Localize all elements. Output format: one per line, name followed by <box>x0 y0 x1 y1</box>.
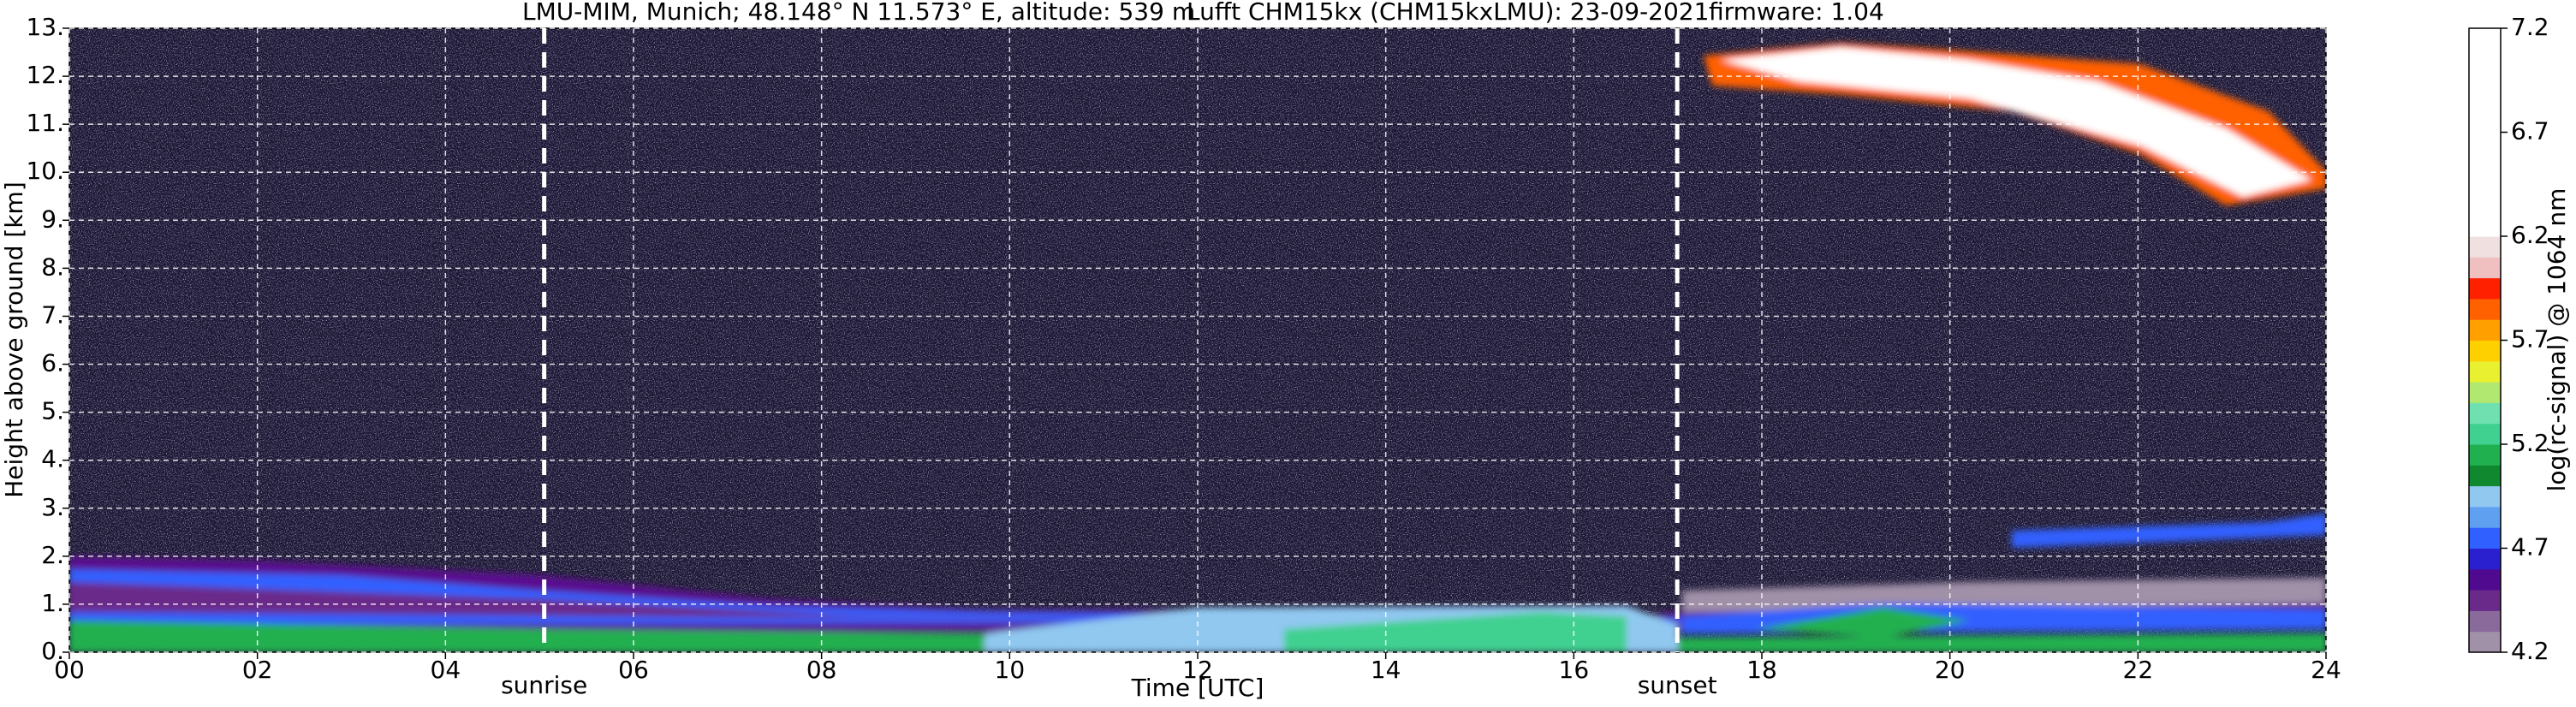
y-tick-label: 0. <box>41 637 64 665</box>
event-label: sunset <box>1638 671 1717 699</box>
x-tick-label: 08 <box>806 656 837 684</box>
x-tick-label: 10 <box>995 656 1026 684</box>
colorbar-segment <box>2469 506 2501 528</box>
colorbar-segment <box>2469 568 2501 591</box>
x-tick-label: 00 <box>54 656 85 684</box>
colorbar-segment <box>2469 132 2501 154</box>
x-tick-label: 02 <box>242 656 273 684</box>
colorbar-segment <box>2469 174 2501 195</box>
x-axis-label: Time [UTC] <box>1131 674 1264 702</box>
colorbar-segment <box>2469 590 2501 611</box>
y-tick-label: 11. <box>26 109 64 137</box>
x-tick-label: 14 <box>1371 656 1401 684</box>
x-tick-label: 20 <box>1935 656 1966 684</box>
event-label: sunrise <box>501 671 587 699</box>
colorbar-tick-label: 4.2 <box>2511 637 2549 665</box>
y-tick-label: 4. <box>41 445 64 473</box>
colorbar-segment <box>2469 28 2501 50</box>
colorbar-label: log(rc-signal) @ 1064 nm <box>2543 188 2571 492</box>
colorbar-segment <box>2469 277 2501 300</box>
y-tick-label: 6. <box>41 349 64 377</box>
x-tick-label: 04 <box>431 656 461 684</box>
y-tick-label: 9. <box>41 205 64 233</box>
colorbar-tick-label: 6.7 <box>2511 117 2549 146</box>
x-tick-label: 24 <box>2311 656 2341 684</box>
y-tick-label: 1. <box>41 589 64 617</box>
colorbar-segment <box>2469 90 2501 112</box>
colorbar-segment <box>2469 423 2501 445</box>
colorbar-segment <box>2469 111 2501 133</box>
y-tick-label: 3. <box>41 493 64 521</box>
x-tick-label: 12 <box>1182 656 1213 684</box>
colorbar-tick-label: 7.2 <box>2511 13 2549 41</box>
chart-subtitle: Lufft CHM15kx (CHM15kxLMU): 23-09-2021 <box>1187 0 1709 26</box>
colorbar-tick-label: 5.7 <box>2511 325 2549 354</box>
colorbar-segment <box>2469 610 2501 633</box>
colorbar-segment <box>2469 257 2501 279</box>
y-tick-label: 7. <box>41 300 64 329</box>
colorbar-tick-label: 5.2 <box>2511 429 2549 457</box>
colorbar-segment <box>2469 319 2501 341</box>
colorbar-segment <box>2469 49 2501 71</box>
colorbar-segment <box>2469 548 2501 570</box>
colorbar-segment <box>2469 631 2501 653</box>
colorbar-segment <box>2469 382 2501 403</box>
y-axis-label: Height above ground [km] <box>0 181 28 498</box>
y-tick-label: 8. <box>41 253 64 281</box>
y-tick-label: 5. <box>41 397 64 425</box>
colorbar-segment <box>2469 527 2501 549</box>
annotation: firmware: 1.04 <box>1709 0 1884 26</box>
x-tick-label: 16 <box>1559 656 1590 684</box>
colorbar-segment <box>2469 298 2501 320</box>
colorbar-segment <box>2469 360 2501 383</box>
colorbar-tick-label: 4.7 <box>2511 533 2549 561</box>
y-tick-label: 12. <box>26 61 64 89</box>
colorbar-segment <box>2469 194 2501 217</box>
y-tick-label: 13. <box>26 13 64 41</box>
colorbar-segment <box>2469 215 2501 237</box>
colorbar-segment <box>2469 340 2501 362</box>
colorbar-segment <box>2469 465 2501 487</box>
colorbar-segment <box>2469 402 2501 425</box>
y-tick-label: 2. <box>41 541 64 569</box>
colorbar-segment <box>2469 444 2501 466</box>
colorbar-tick-label: 6.2 <box>2511 221 2549 249</box>
y-tick-label: 10. <box>26 157 64 185</box>
chart-title: LMU-MIM, Munich; 48.148° N 11.573° E, al… <box>522 0 1195 26</box>
x-tick-label: 22 <box>2123 656 2154 684</box>
x-tick-label: 18 <box>1746 656 1777 684</box>
colorbar-segment <box>2469 485 2501 508</box>
x-tick-label: 06 <box>618 656 649 684</box>
colorbar-segment <box>2469 69 2501 92</box>
colorbar-segment <box>2469 236 2501 258</box>
colorbar-segment <box>2469 152 2501 175</box>
